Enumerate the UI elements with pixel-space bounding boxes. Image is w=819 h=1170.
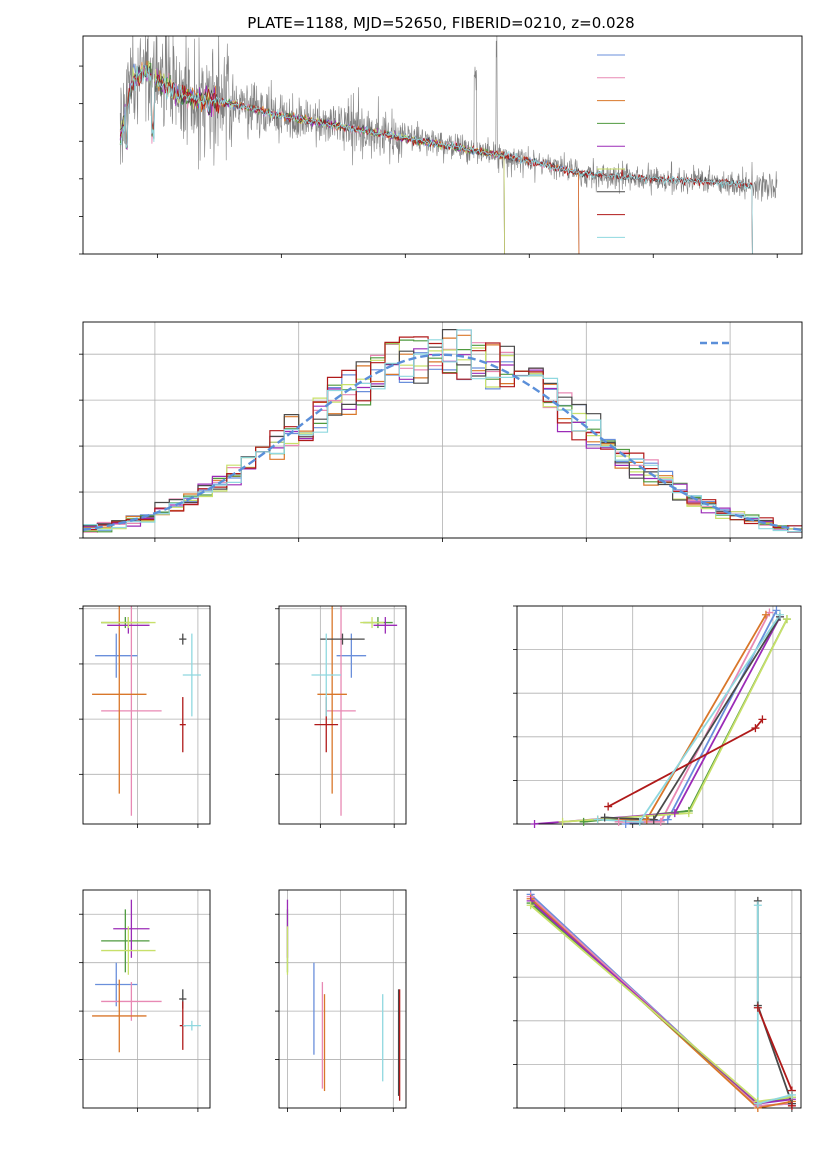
weight-marker-kroupa-stelib xyxy=(753,1099,762,1108)
age-vs-mass-panel xyxy=(275,605,407,828)
weight-marker-chabrier-stelib xyxy=(600,813,609,822)
axes-frame xyxy=(516,605,802,825)
axes-frame xyxy=(278,605,407,825)
weight-marker-chabrier-stelib xyxy=(649,815,658,824)
weight-marker-chabrier-elodie xyxy=(579,817,588,826)
plot-area xyxy=(286,899,401,1101)
weight-marker-kroupa-elodie xyxy=(526,901,535,910)
weight-marker-chabrier-miles xyxy=(663,815,672,824)
model-spectrum-kroupa-stelib xyxy=(119,65,753,254)
plot-area xyxy=(92,606,201,816)
spectrum-legend xyxy=(597,54,625,238)
weight-marker-salpeter-stelib xyxy=(787,1101,796,1110)
weight-marker-kroupa-stelib xyxy=(593,815,602,824)
axes-frame xyxy=(82,35,803,255)
axes-frame xyxy=(516,889,802,1109)
mass-vs-extinction-panel xyxy=(275,889,407,1112)
grid-lines xyxy=(83,606,210,824)
axes-frame xyxy=(278,889,407,1109)
weight-marker-kroupa-stelib xyxy=(775,610,784,619)
model-spectrum-salpeter-stelib xyxy=(119,65,753,254)
plot-area xyxy=(83,329,802,533)
histogram-chabrier-stelib xyxy=(83,329,802,533)
weight-marker-salpeter-elodie xyxy=(670,809,679,818)
plot-area xyxy=(119,36,778,254)
weight-marker-kroupa-elodie xyxy=(684,809,693,818)
weight-marker-kroupa-stelib xyxy=(635,817,644,826)
spectrum-title: PLATE=1188, MJD=52650, FIBERID=0210, z=0… xyxy=(247,14,634,32)
weight-marker-chabrier-miles xyxy=(621,820,630,828)
weight-marker-salpeter-stelib xyxy=(758,715,767,724)
normal-reference-curve xyxy=(83,353,802,532)
grid-lines xyxy=(83,890,210,1108)
plot-area xyxy=(311,606,398,816)
weight-marker-kroupa-miles xyxy=(761,610,770,619)
weight-marker-chabrier-miles xyxy=(772,606,781,615)
weight-marker-salpeter-elodie xyxy=(530,820,539,828)
weight-marker-kroupa-elodie xyxy=(558,817,567,826)
axes-frame xyxy=(82,605,211,825)
weight-marker-kroupa-stelib xyxy=(753,901,762,910)
weight-marker-salpeter-stelib xyxy=(604,802,613,811)
weight-marker-kroupa-elodie xyxy=(782,615,791,624)
mass-weight-vs-metallicity-panel xyxy=(513,889,802,1112)
age-vs-metallicity-panel xyxy=(79,605,211,828)
residual-histogram-panel xyxy=(79,321,803,542)
weight-marker-kroupa-stelib xyxy=(787,1090,796,1099)
weight-marker-kroupa-miles xyxy=(642,815,651,824)
weight-marker-salpeter-miles xyxy=(614,817,623,826)
weight-marker-salpeter-miles xyxy=(656,817,665,826)
axes-frame xyxy=(82,889,211,1109)
grid-lines xyxy=(279,606,406,824)
mass-vs-metallicity-panel xyxy=(79,889,211,1112)
mass-weight-vs-age-panel xyxy=(513,605,802,828)
plot-area xyxy=(92,899,201,1053)
weight-marker-salpeter-stelib xyxy=(753,1003,762,1012)
weight-marker-salpeter-stelib xyxy=(751,724,760,733)
spectrum-panel xyxy=(79,35,803,258)
